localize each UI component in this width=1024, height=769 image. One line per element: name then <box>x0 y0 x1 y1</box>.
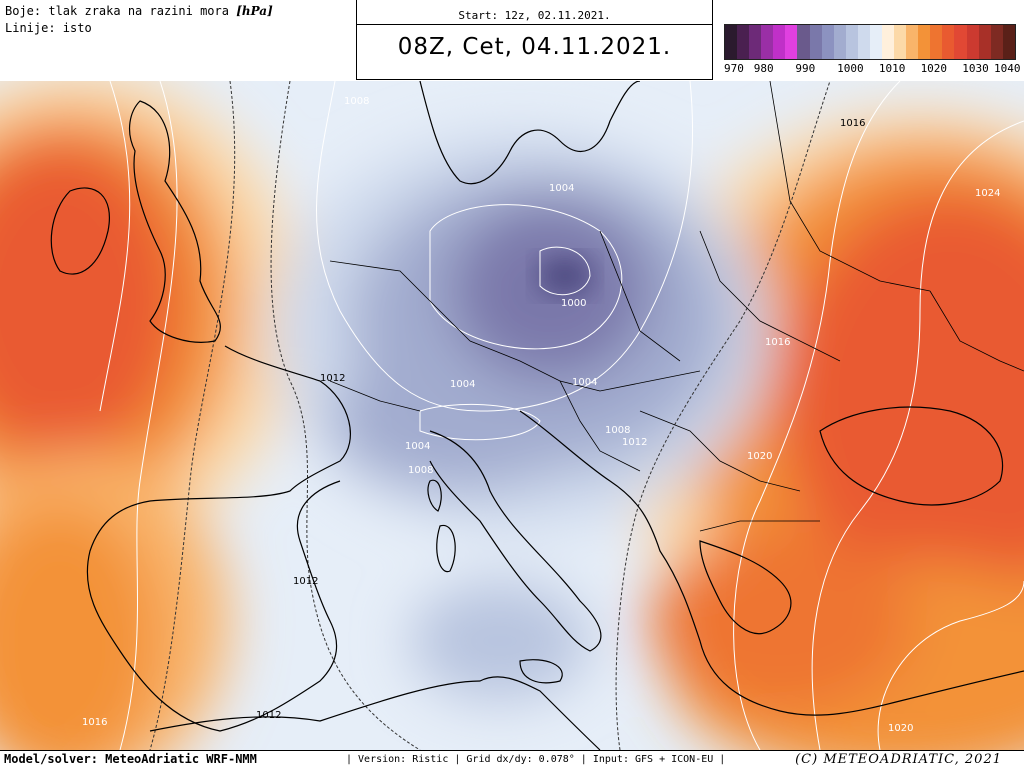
isobar-label: 1004 <box>572 377 597 388</box>
legend-description: Boje: tlak zraka na razini mora [hPa] Li… <box>5 3 273 37</box>
scale-label: 990 <box>795 62 816 75</box>
scale-swatch <box>978 25 991 59</box>
scale-swatch <box>894 25 907 59</box>
scale-swatch <box>1002 25 1015 59</box>
scale-swatch <box>773 25 786 59</box>
scale-swatch <box>845 25 858 59</box>
scale-swatch <box>966 25 979 59</box>
valid-time: 08Z, Cet, 04.11.2021. <box>397 34 672 60</box>
isobar-label: 1004 <box>405 441 430 452</box>
isobar-label: 1020 <box>888 723 913 734</box>
scale-label: 1020 <box>920 62 948 75</box>
copyright: (C) METEOADRIATIC, 2021 <box>795 752 1002 767</box>
legend-unit: [hPa] <box>236 4 273 18</box>
forecast-time-box: Start: 12z, 02.11.2021. 08Z, Cet, 04.11.… <box>356 0 713 80</box>
legend-colors-text: Boje: tlak zraka na razini mora <box>5 4 229 18</box>
isobar-label: 1008 <box>605 425 630 436</box>
scale-swatch <box>918 25 931 59</box>
isobar-label: 1020 <box>747 451 772 462</box>
isobar-label: 1024 <box>975 188 1000 199</box>
color-scale-bar <box>724 24 1016 60</box>
model-info: Model/solver: MeteoAdriatic WRF-NMM <box>4 752 257 766</box>
run-start-time: Start: 12z, 02.11.2021. <box>458 9 611 22</box>
pressure-map: 1008 1004 1000 1004 1004 1004 1008 1008 … <box>0 81 1024 750</box>
scale-swatch <box>930 25 943 59</box>
scale-label: 970 <box>724 62 744 75</box>
scale-swatch <box>833 25 846 59</box>
scale-swatch <box>821 25 834 59</box>
scale-label: 1030 <box>962 62 989 75</box>
isobars-dashed <box>149 81 831 750</box>
isobars-solid <box>99 81 1024 750</box>
isobar-label: 1012 <box>320 373 345 384</box>
scale-swatch <box>906 25 919 59</box>
footer: Model/solver: MeteoAdriatic WRF-NMM | Ve… <box>0 750 1024 769</box>
pressure-field <box>0 81 1024 750</box>
scale-swatch <box>857 25 870 59</box>
scale-label: 1040 <box>994 62 1021 75</box>
scale-swatch <box>785 25 798 59</box>
isobar-label: 1012 <box>256 710 281 721</box>
isobar-label: 1004 <box>549 183 574 194</box>
run-meta-info: | Version: Ristic | Grid dx/dy: 0.078° |… <box>346 754 726 765</box>
divider <box>357 24 712 25</box>
isobar-label: 1008 <box>408 465 433 476</box>
scale-label: 980 <box>753 62 774 75</box>
isobar-label: 1016 <box>765 337 790 348</box>
scale-swatch <box>797 25 810 59</box>
scale-swatch <box>990 25 1003 59</box>
legend-lines-text: Linije: isto <box>5 21 92 35</box>
isobar-label-group: 1008 1004 1000 1004 1004 1004 1008 1008 … <box>82 96 1000 734</box>
coastlines <box>50 81 1024 750</box>
scale-swatch <box>954 25 967 59</box>
scale-swatch <box>761 25 774 59</box>
scale-swatch <box>737 25 750 59</box>
isobar-label: 1000 <box>561 298 586 309</box>
scale-label: 1000 <box>837 62 864 75</box>
scale-swatch <box>942 25 955 59</box>
scale-swatch <box>749 25 762 59</box>
scale-swatch <box>869 25 883 59</box>
isobar-label: 1016 <box>840 118 865 129</box>
scale-swatch <box>809 25 822 59</box>
isobar-label: 1012 <box>622 437 647 448</box>
borders <box>329 81 1024 532</box>
header: Boje: tlak zraka na razini mora [hPa] Li… <box>0 0 1024 81</box>
scale-label: 1010 <box>878 62 906 75</box>
scale-swatch <box>882 25 895 59</box>
isobar-label: 1012 <box>293 576 318 587</box>
isobar-label: 1008 <box>344 96 369 107</box>
isobar-label: 1004 <box>450 379 475 390</box>
scale-swatch <box>725 25 738 59</box>
isobar-label: 1016 <box>82 717 107 728</box>
pressure-color-scale <box>724 24 1016 60</box>
